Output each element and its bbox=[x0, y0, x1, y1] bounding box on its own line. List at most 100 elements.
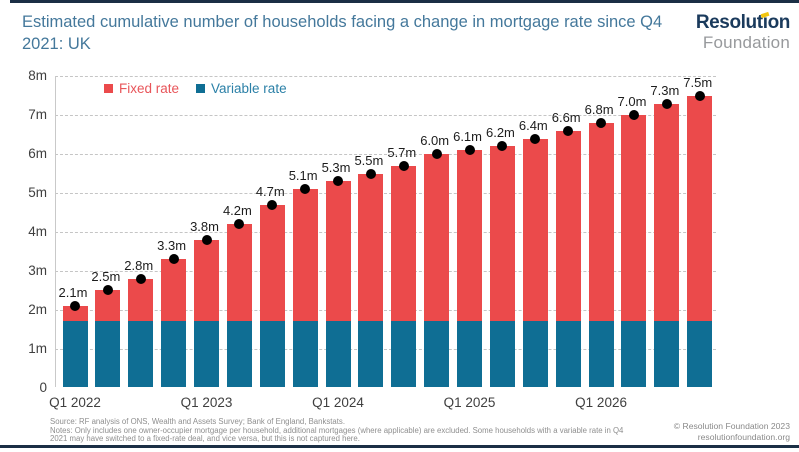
gridline bbox=[55, 231, 716, 233]
gridline bbox=[55, 309, 716, 311]
bottom-border-line bbox=[0, 445, 799, 448]
y-axis-tick-label: 3m bbox=[28, 262, 47, 278]
gridline bbox=[55, 270, 716, 272]
y-axis-tick-label: 7m bbox=[28, 107, 47, 123]
bar-total-label: 4.2m bbox=[222, 203, 252, 219]
bar-segment-variable-rate bbox=[457, 321, 483, 388]
legend-item-variable-rate: Variable rate bbox=[196, 81, 287, 96]
x-axis-tick-label: Q1 2026 bbox=[575, 395, 627, 410]
logo-wordmark: Resoluti on bbox=[695, 11, 791, 33]
x-axis-tick-label: Q1 2022 bbox=[49, 395, 101, 410]
resolution-foundation-logo: Resoluti on Foundation bbox=[695, 11, 791, 52]
total-marker-dot bbox=[267, 199, 278, 210]
bar-segment-fixed-rate bbox=[292, 189, 318, 322]
total-marker-dot bbox=[596, 117, 607, 128]
bar-segment-fixed-rate bbox=[687, 95, 713, 322]
total-marker-dot bbox=[464, 145, 475, 156]
bar-segment-variable-rate bbox=[62, 321, 88, 388]
y-axis-tick-label: 5m bbox=[28, 185, 47, 200]
legend-swatch bbox=[196, 84, 206, 93]
bar-segment-variable-rate bbox=[259, 321, 285, 388]
bar-total-label: 6.0m bbox=[420, 133, 450, 149]
bar-segment-fixed-rate bbox=[325, 181, 351, 322]
source-notes: Source: RF analysis of ONS, Wealth and A… bbox=[50, 417, 665, 444]
total-marker-dot bbox=[661, 98, 672, 109]
legend-label: Variable rate bbox=[211, 81, 287, 96]
gridline bbox=[55, 154, 716, 156]
bar-total-label: 3.8m bbox=[190, 218, 219, 234]
notes-line2: 2021 may have switched to a fixed-rate d… bbox=[50, 434, 360, 444]
gridline bbox=[55, 115, 716, 117]
logo-i-glyph: i bbox=[762, 12, 768, 33]
bar-total-label: 6.6m bbox=[551, 109, 581, 125]
bar-segment-fixed-rate bbox=[588, 122, 614, 322]
y-axis-tick-label: 6m bbox=[28, 146, 47, 162]
x-axis-tick-label: Q1 2023 bbox=[180, 395, 233, 410]
bar-segment-variable-rate bbox=[687, 321, 713, 388]
bar-segment-fixed-rate bbox=[489, 146, 515, 322]
gridline bbox=[55, 76, 716, 78]
logo-letter-i: i bbox=[760, 11, 770, 33]
y-axis-tick-label: 1m bbox=[28, 340, 47, 356]
footer-attribution: © Resolution Foundation 2023 resolutionf… bbox=[674, 421, 790, 443]
gridline bbox=[55, 193, 716, 194]
bar-total-label: 6.1m bbox=[453, 129, 482, 145]
bar-segment-fixed-rate bbox=[621, 115, 647, 322]
chart-title-line1: Estimated cumulative number of household… bbox=[22, 13, 663, 31]
bar-segment-fixed-rate bbox=[358, 173, 384, 322]
logo-subtitle: Foundation bbox=[702, 33, 790, 52]
bar-segment-variable-rate bbox=[489, 321, 515, 388]
bar-segment-fixed-rate bbox=[95, 290, 121, 322]
y-axis-tick-label: 2m bbox=[28, 301, 47, 317]
gridline bbox=[55, 348, 716, 350]
bar-segment-fixed-rate bbox=[259, 204, 285, 322]
copyright-text: © Resolution Foundation 2023 bbox=[673, 421, 790, 431]
total-marker-dot bbox=[168, 254, 179, 265]
bar-segment-fixed-rate bbox=[226, 224, 252, 322]
bar-segment-fixed-rate bbox=[194, 239, 220, 322]
total-marker-dot bbox=[530, 133, 541, 144]
bar-segment-variable-rate bbox=[358, 321, 384, 388]
bar-total-label: 7.3m bbox=[650, 82, 680, 98]
total-marker-dot bbox=[694, 90, 705, 101]
bar-segment-fixed-rate bbox=[555, 130, 581, 322]
bar-segment-fixed-rate bbox=[128, 278, 154, 322]
y-axis-tick-label: 8m bbox=[28, 68, 47, 84]
logo-text-pre: Resolut bbox=[695, 12, 763, 33]
bar-total-label: 7.5m bbox=[683, 74, 713, 90]
bar-total-label: 6.2m bbox=[485, 125, 515, 141]
legend-label: Fixed rate bbox=[119, 81, 180, 96]
total-marker-dot bbox=[300, 184, 311, 195]
bar-segment-fixed-rate bbox=[457, 150, 483, 322]
bar-total-label: 3.3m bbox=[157, 238, 187, 254]
total-marker-dot bbox=[497, 141, 508, 152]
y-axis-tick-label: 0 bbox=[39, 379, 47, 395]
x-axis-tick-label: Q1 2025 bbox=[443, 395, 496, 410]
bar-total-label: 2.5m bbox=[91, 269, 121, 285]
bar-segment-fixed-rate bbox=[161, 259, 187, 322]
total-marker-dot bbox=[333, 176, 344, 187]
bar-segment-fixed-rate bbox=[62, 305, 88, 322]
bar-total-label: 2.8m bbox=[124, 257, 154, 273]
bar-segment-variable-rate bbox=[391, 321, 417, 388]
bar-segment-variable-rate bbox=[654, 321, 680, 388]
bar-segment-variable-rate bbox=[588, 321, 614, 388]
bar-total-label: 5.1m bbox=[288, 168, 318, 184]
total-marker-dot bbox=[628, 110, 639, 121]
bar-total-label: 6.4m bbox=[518, 117, 548, 133]
total-marker-dot bbox=[70, 300, 80, 311]
bar-segment-variable-rate bbox=[424, 321, 450, 388]
bar-segment-variable-rate bbox=[194, 321, 220, 388]
bar-total-label: 2.1m bbox=[58, 284, 88, 300]
bar-segment-variable-rate bbox=[161, 321, 187, 388]
bar-segment-variable-rate bbox=[95, 321, 121, 388]
notes-line1: Notes: Only includes one owner-occupier … bbox=[50, 425, 624, 435]
bar-segment-fixed-rate bbox=[391, 165, 417, 322]
total-marker-dot bbox=[563, 125, 574, 136]
bar-total-label: 4.7m bbox=[255, 183, 285, 199]
bar-segment-variable-rate bbox=[325, 321, 351, 388]
website-text: resolutionfoundation.org bbox=[697, 431, 790, 442]
logo-text-post: on bbox=[767, 12, 791, 33]
